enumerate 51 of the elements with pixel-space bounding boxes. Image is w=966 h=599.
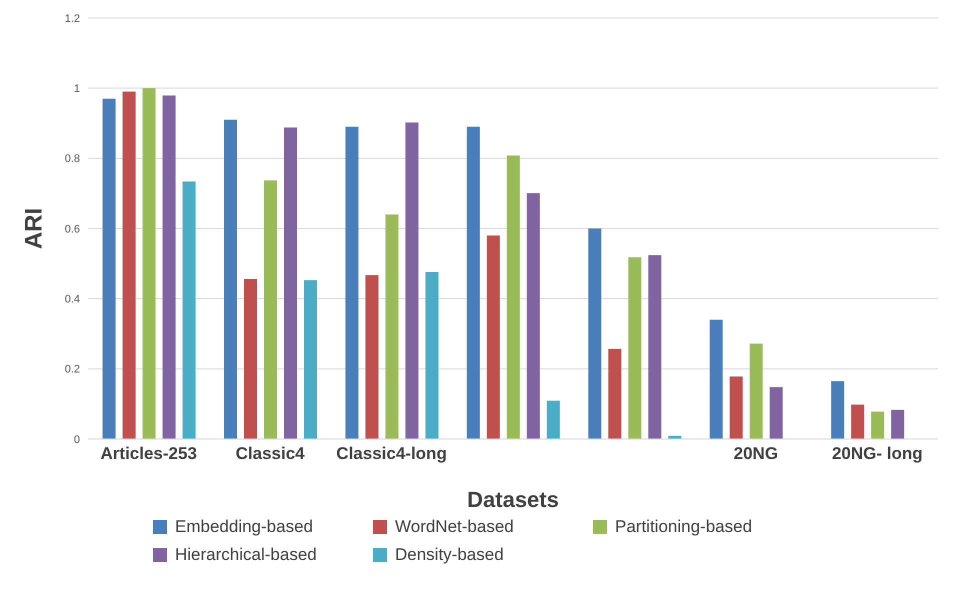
- x-axis-title: Datasets: [467, 487, 559, 512]
- bar: [770, 387, 783, 439]
- legend-label: Density-based: [395, 545, 504, 565]
- bar: [891, 410, 904, 439]
- bar: [608, 348, 622, 439]
- bar: [385, 214, 398, 439]
- y-tick-label: 0: [74, 434, 80, 446]
- y-tick-label: 0.6: [64, 223, 80, 236]
- bar: [122, 92, 136, 439]
- bar: [182, 181, 196, 439]
- bar: [628, 257, 642, 439]
- x-tick-label: 20NG- long: [832, 444, 923, 464]
- bar: [345, 126, 358, 439]
- y-tick-label: 0.8: [64, 153, 80, 166]
- bar: [405, 122, 418, 439]
- x-tick-label: Classic4-long: [336, 444, 447, 464]
- bar: [730, 376, 743, 439]
- y-axis-title: ARI: [20, 208, 48, 250]
- bar: [486, 236, 500, 439]
- y-tick-label: 0.4: [64, 294, 80, 306]
- bar: [224, 120, 237, 439]
- bar: [102, 98, 116, 439]
- x-tick-label: 20NG: [734, 444, 778, 464]
- bar: [142, 88, 156, 439]
- bar: [244, 279, 257, 439]
- bar: [710, 320, 723, 439]
- bar: [466, 126, 480, 439]
- bar: [546, 400, 560, 439]
- bar: [506, 156, 520, 439]
- bar: [526, 193, 540, 439]
- x-tick-label: Articles-253: [100, 444, 197, 464]
- bar: [750, 344, 763, 439]
- bar: [851, 404, 864, 439]
- bar: [648, 255, 662, 439]
- legend-label: Embedding-based: [175, 517, 313, 537]
- legend-label: Hierarchical-based: [175, 545, 317, 565]
- x-tick-label: Classic4: [236, 444, 306, 464]
- bar: [831, 381, 844, 439]
- bar: [365, 275, 378, 439]
- legend-label: WordNet-based: [395, 517, 514, 537]
- bar: [264, 180, 277, 439]
- y-tick-label: 1.2: [64, 12, 80, 25]
- legend-label: Partitioning-based: [615, 517, 752, 537]
- bar: [871, 412, 884, 439]
- y-tick-label: 0.2: [64, 364, 80, 376]
- y-tick-label: 1: [74, 83, 80, 96]
- bar: [284, 127, 297, 439]
- bar: [162, 96, 176, 439]
- bar: [588, 228, 602, 439]
- bar: [304, 280, 317, 439]
- bar: [425, 272, 438, 439]
